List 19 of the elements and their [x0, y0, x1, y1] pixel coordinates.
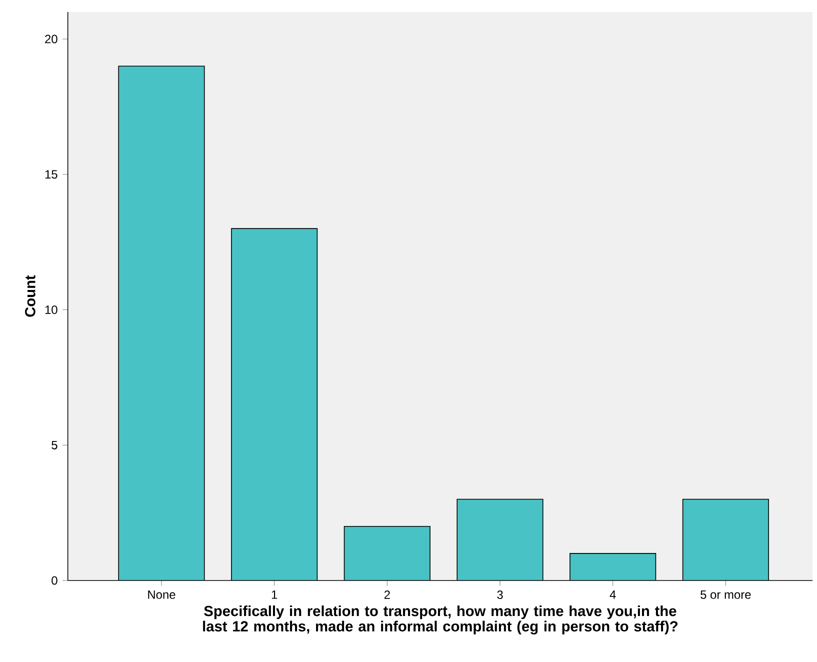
- x-tick-label: 2: [384, 590, 390, 599]
- x-tick-label: 5 or more: [700, 590, 751, 599]
- x-axis-title: Specifically in relation to transport, how many time have you,in the last 12 months, made an informal complaint (eg in person to staff)?: [203, 605, 678, 634]
- x-tick-label: 1: [272, 590, 278, 599]
- bar: [118, 66, 204, 580]
- bar: [457, 499, 543, 580]
- bar: [344, 526, 430, 580]
- y-tick-label: 0: [52, 576, 58, 585]
- y-tick-label: 20: [45, 34, 58, 44]
- bar: [682, 498, 769, 580]
- x-tick-label: None: [148, 590, 176, 599]
- y-tick-label: 10: [45, 305, 58, 314]
- x-tick-label: 3: [497, 590, 503, 599]
- y-tick-label: 5: [52, 440, 58, 450]
- bar: [231, 228, 318, 580]
- bar: [570, 553, 656, 580]
- x-tick-label: 4: [610, 590, 616, 599]
- y-tick-label: 15: [45, 170, 58, 178]
- y-axis-title: Count: [25, 275, 36, 317]
